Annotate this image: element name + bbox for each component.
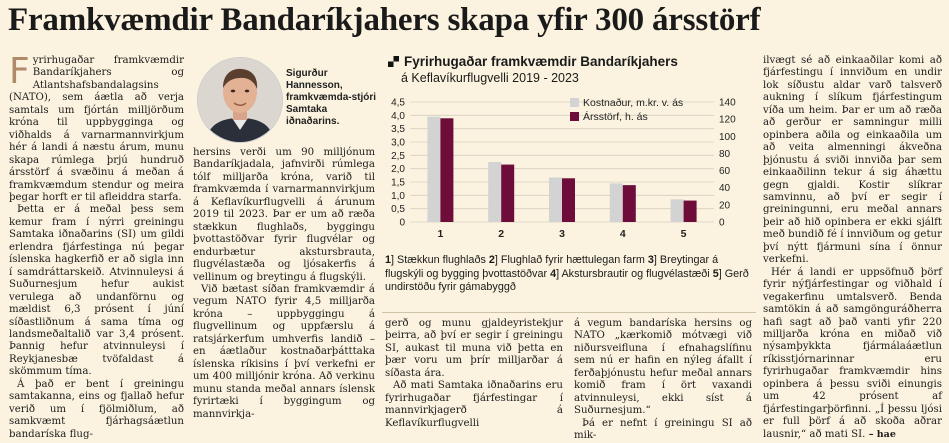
paragraph: Þetta er á meðal þess sem kemur fram í n… bbox=[9, 204, 184, 378]
legend-number: 3 bbox=[647, 254, 654, 266]
caption-name: Sigurður Hannesson, bbox=[286, 68, 343, 91]
y-left-tick-label: 4,5 bbox=[391, 98, 405, 109]
bar-kostnadur bbox=[427, 116, 441, 222]
bar-kostnadur bbox=[670, 199, 684, 222]
paragraph: Þá er nefnt í greiningu SI að mik- bbox=[574, 417, 752, 442]
portrait-illustration bbox=[198, 58, 282, 142]
legend-swatch bbox=[570, 98, 579, 107]
paragraph: gerð og munu gjaldeyristekjur þeirra, að… bbox=[385, 318, 563, 379]
legend-label: Ársstörf, h. ás bbox=[583, 110, 648, 123]
bar-kostnadur bbox=[609, 183, 623, 222]
y-left-tick-label: 0,5 bbox=[391, 204, 405, 215]
drop-cap: F bbox=[9, 51, 30, 92]
y-right-tick-label: 60 bbox=[719, 166, 731, 177]
x-tick-label: 1 bbox=[437, 228, 443, 240]
y-left-tick-label: 0 bbox=[399, 218, 405, 229]
article-headline: Framkvæmdir Bandaríkjahers skapa yfir 30… bbox=[8, 2, 761, 38]
bar-chart: 0 0,5 1,0 1,5 2,0 2,5 3,0 3,5 4,0 4,5 0 20 40 60 80 100… bbox=[391, 97, 736, 240]
chart-subtitle: á Keflavíkurflugvelli 2019 - 2023 bbox=[401, 71, 579, 85]
legend-number: 5 bbox=[712, 267, 719, 280]
y-right-tick-label: 120 bbox=[719, 115, 736, 126]
legend-label: Kostnaður, m.kr. v. ás bbox=[583, 97, 683, 109]
legend-text: Flughlað fyrir hættulegan farm bbox=[500, 254, 645, 266]
x-tick-label: 2 bbox=[498, 228, 504, 240]
bar-arsstorf bbox=[562, 178, 575, 222]
paragraph: á vegum bandaríska hersins og NATO „kærk… bbox=[574, 318, 752, 417]
legend-number: 1 bbox=[385, 254, 392, 266]
paragraph-with-signature: Hér á landi er uppsöfnuð þörf fyrir nýfj… bbox=[763, 267, 942, 441]
author-signature: – hae bbox=[865, 428, 896, 440]
legend-text: Akstursbrautir og flugvélastæði bbox=[561, 267, 710, 280]
y-left-tick-label: 3,5 bbox=[391, 124, 405, 135]
divider bbox=[382, 312, 756, 313]
legend-text: Gerð undirstöðu fyrir gámabyggð bbox=[385, 267, 749, 294]
x-tick-label: 3 bbox=[559, 228, 565, 240]
bar-arsstorf bbox=[622, 185, 636, 222]
article-column-3: gerð og munu gjaldeyristekjur þeirra, að… bbox=[385, 318, 563, 430]
y-left-tick-label: 4,0 bbox=[391, 111, 405, 122]
paragraph: Á það er bent í greiningu samtakanna, ei… bbox=[9, 378, 184, 440]
chart-title-text: Fyrirhugaðar framkvæmdir Bandaríkjahers bbox=[404, 54, 678, 69]
legend-number: 2 bbox=[488, 254, 495, 266]
legend-swatch bbox=[570, 112, 579, 121]
bar-arsstorf bbox=[683, 200, 697, 222]
x-tick-label: 5 bbox=[681, 228, 687, 240]
article-column-4: á vegum bandaríska hersins og NATO „kærk… bbox=[574, 318, 752, 443]
bar-kostnadur bbox=[488, 162, 502, 222]
legend-text: Breytingar á flugskýli og bygging þvotta… bbox=[385, 254, 719, 280]
legend-text: Stækkun flughlaðs bbox=[397, 254, 486, 266]
article-column-2: hersins verði um 90 milljónum Bandaríkja… bbox=[193, 147, 375, 421]
bar-arsstorf bbox=[440, 118, 454, 222]
paragraph: Við bætast síðan framkvæmdir á vegum NAT… bbox=[193, 283, 375, 420]
y-right-tick-label: 0 bbox=[719, 218, 725, 229]
paragraph: ilvægt sé að einkaaðilar komi að fjárfes… bbox=[763, 55, 942, 266]
caption-title: framkvæmda-stjóri Samtaka iðnaðarins. bbox=[286, 92, 377, 127]
bar-kostnadur bbox=[549, 177, 562, 222]
chart-title: Fyrirhugaðar framkvæmdir Bandaríkjahers bbox=[388, 54, 678, 69]
y-left-tick-label: 3,0 bbox=[391, 138, 405, 149]
chart-legend-list: 1] Stækkun flughlaðs 2] Flughlað fyrir h… bbox=[385, 254, 749, 294]
article-column-5: ilvægt sé að einkaaðilar komi að fjárfes… bbox=[763, 55, 942, 441]
y-right-tick-label: 20 bbox=[719, 200, 731, 211]
bar-arsstorf bbox=[501, 164, 515, 222]
portrait-photo bbox=[197, 57, 283, 143]
y-left-tick-label: 2,5 bbox=[391, 151, 405, 162]
y-right-tick-label: 40 bbox=[719, 183, 731, 194]
y-left-tick-label: 2,0 bbox=[391, 164, 405, 175]
paragraph: hersins verði um 90 milljónum Bandaríkja… bbox=[193, 147, 375, 283]
y-left-tick-label: 1,0 bbox=[391, 191, 405, 202]
paragraph-text: Hér á landi er uppsöfnuð þörf fyrir nýfj… bbox=[763, 266, 942, 440]
y-right-tick-label: 100 bbox=[719, 132, 736, 143]
x-tick-label: 4 bbox=[620, 228, 626, 240]
y-right-tick-label: 140 bbox=[719, 98, 736, 109]
chart-marker-icon bbox=[388, 56, 399, 67]
y-left-tick-label: 1,5 bbox=[391, 178, 405, 189]
photo-caption: Sigurður Hannesson, framkvæmda-stjóri Sa… bbox=[286, 68, 380, 128]
y-right-tick-label: 80 bbox=[719, 149, 731, 160]
legend-number: 4 bbox=[550, 267, 557, 280]
paragraph-text: yrirhugaðar framkvæmdir Bandaríkjahers o… bbox=[9, 55, 184, 203]
